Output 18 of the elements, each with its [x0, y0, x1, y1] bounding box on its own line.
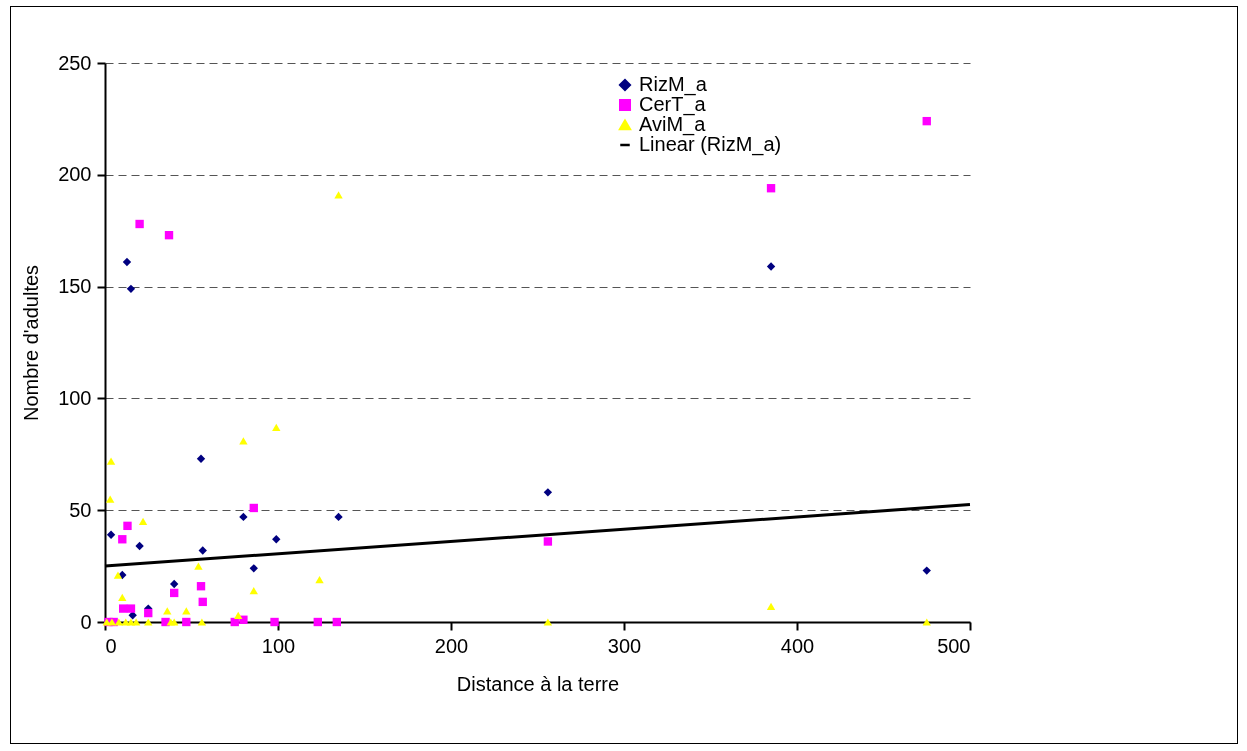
x-axis-title: Distance à la terre	[456, 672, 620, 695]
legend-label: Linear (RizM_a)	[639, 133, 782, 156]
x-tick-label: 0	[105, 634, 117, 657]
y-tick-label: 50	[69, 498, 92, 521]
x-tick-label: 300	[607, 634, 642, 657]
x-tick-label: 500	[937, 634, 971, 657]
x-tick-label: 200	[434, 634, 469, 657]
y-tick-label: 100	[58, 386, 92, 409]
y-tick-label: 250	[58, 51, 92, 74]
legend-label: CerT_a	[639, 93, 707, 116]
y-tick-label: 150	[58, 275, 92, 298]
x-tick-label: 400	[780, 634, 815, 657]
legend-label: RizM_a	[639, 73, 708, 96]
legend-label: AviM_a	[639, 113, 707, 136]
y-axis-title: Nombre d'adultes	[20, 264, 43, 422]
x-tick-label: 100	[261, 634, 296, 657]
y-tick-label: 200	[58, 163, 92, 186]
y-tick-label: 0	[80, 610, 92, 633]
